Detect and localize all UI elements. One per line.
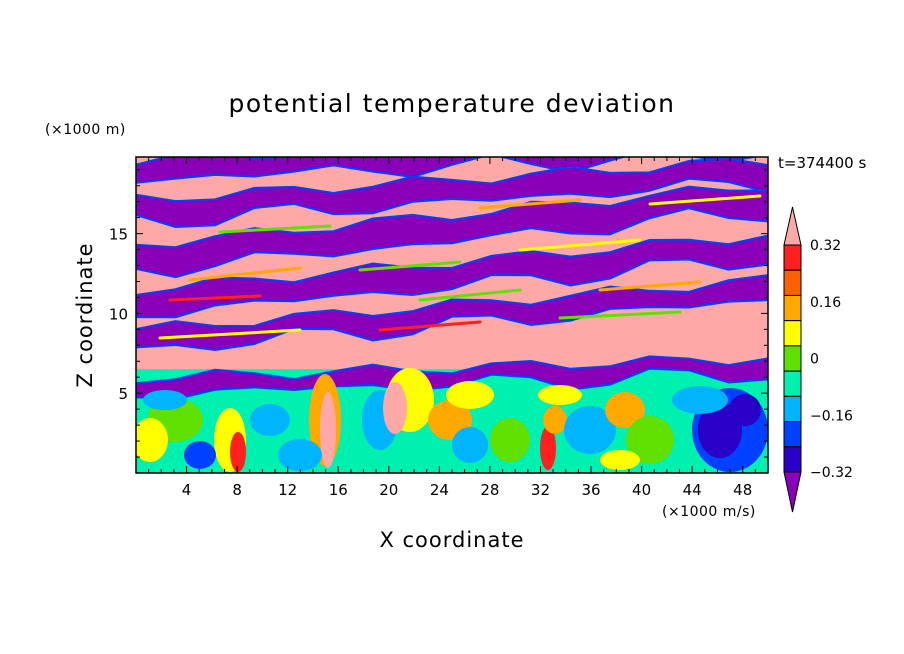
x-tick-label: 4 [182, 481, 192, 499]
x-axis: 4 8 12 16 20 24 28 32 36 40 44 48 [148, 157, 756, 499]
band-edge [188, 266, 302, 282]
colorbar-tick-label: 0.16 [810, 295, 841, 311]
turbulent-blob [230, 432, 246, 472]
y-tick-label: 15 [109, 226, 128, 244]
x-tick-label: 28 [480, 481, 499, 499]
turbulent-blob [184, 441, 216, 469]
x-tick-label: 24 [430, 481, 449, 499]
colorbar-tick-label: 0 [810, 352, 819, 368]
turbulent-blob [543, 406, 567, 434]
x-tick-label: 12 [278, 481, 297, 499]
y-tick-label: 10 [109, 305, 128, 323]
time-label: t=374400 s [778, 154, 866, 172]
turbulent-blob [136, 418, 168, 462]
band-edge [378, 320, 482, 332]
x-axis-label: X coordinate [379, 528, 524, 552]
colorbar-segment [783, 269, 802, 296]
band-edge [358, 260, 462, 272]
colorbar: 0.32 0.16 0 −0.16 −0.32 [783, 206, 853, 513]
band-edge [598, 280, 702, 292]
turbulent-blob [626, 416, 674, 464]
x-unit-label: (×1000 m/s) [662, 504, 756, 520]
x-tick-label: 48 [733, 481, 752, 499]
stratified-band [136, 185, 768, 279]
band-edge [518, 238, 642, 252]
turbulent-blob [538, 385, 582, 405]
y-tick-label: 5 [118, 385, 128, 403]
colorbar-extend-high [783, 206, 802, 246]
y-axis: 5 10 15 [109, 169, 768, 458]
stratified-band [136, 157, 760, 184]
turbulent-blob [446, 381, 494, 409]
turbulent-blob [250, 404, 290, 436]
colorbar-tick-label: −0.16 [810, 408, 853, 424]
colorbar-tick-label: −0.32 [810, 465, 853, 481]
turbulent-blob [729, 394, 761, 426]
turbulent-blob [143, 390, 187, 410]
x-tick-label: 16 [329, 481, 348, 499]
band-edge [168, 294, 262, 302]
turbulent-blob [605, 392, 645, 428]
band-edge [558, 310, 682, 320]
chart-title: potential temperature deviation [229, 89, 676, 118]
heatmap-field [136, 157, 768, 473]
turbulent-blob [320, 392, 336, 468]
band-edge [478, 198, 582, 210]
colorbar-segment [783, 421, 802, 448]
colorbar-segment [783, 244, 802, 271]
colorbar-segment [783, 395, 802, 423]
turbulent-blob [452, 427, 488, 463]
band-edge [218, 224, 332, 234]
colorbar-segment [783, 294, 802, 322]
turbulent-blob [490, 418, 530, 462]
turbulent-blob [278, 439, 322, 471]
colorbar-extend-low [783, 471, 802, 513]
colorbar-tick-label: 0.32 [810, 238, 841, 254]
x-tick-label: 32 [531, 481, 550, 499]
x-tick-label: 40 [632, 481, 651, 499]
turbulent-blob [564, 406, 616, 454]
stratified-band [136, 274, 768, 352]
y-unit-label: (×1000 m) [45, 122, 126, 138]
x-tick-label: 36 [581, 481, 600, 499]
stratified-band [136, 234, 768, 319]
y-axis-label: Z coordinate [73, 242, 97, 387]
turbulent-blob [600, 450, 640, 470]
band-edge [648, 194, 762, 206]
colorbar-segment [783, 446, 802, 473]
turbulent-blob [672, 386, 728, 414]
band-edge [158, 328, 302, 340]
colorbar-segment [783, 370, 802, 397]
turbulent-blob [540, 426, 556, 470]
x-tick-label: 20 [379, 481, 398, 499]
stratified-band [136, 157, 768, 229]
turbulent-blob [383, 382, 407, 434]
band-edge [418, 288, 522, 302]
colorbar-segment [783, 345, 802, 372]
x-tick-label: 44 [683, 481, 702, 499]
x-tick-label: 8 [232, 481, 242, 499]
colorbar-segment [783, 320, 802, 347]
